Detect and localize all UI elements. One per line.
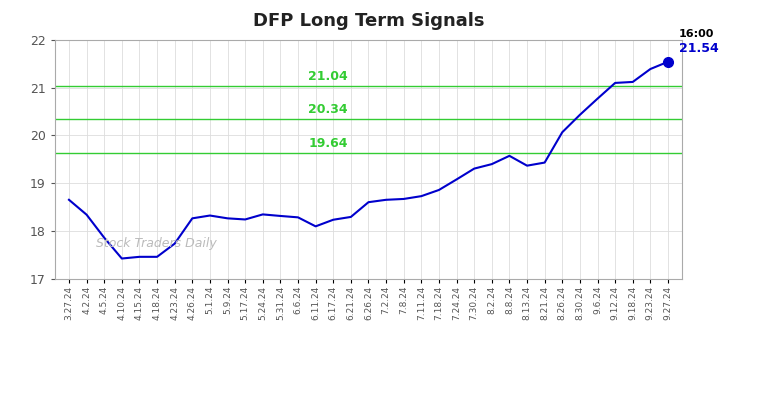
Text: Stock Traders Daily: Stock Traders Daily <box>96 237 216 250</box>
Text: 20.34: 20.34 <box>308 103 348 116</box>
Text: 16:00: 16:00 <box>679 29 714 39</box>
Title: DFP Long Term Signals: DFP Long Term Signals <box>252 12 485 30</box>
Text: 19.64: 19.64 <box>308 137 348 150</box>
Text: 21.04: 21.04 <box>308 70 348 83</box>
Text: 21.54: 21.54 <box>679 42 718 55</box>
